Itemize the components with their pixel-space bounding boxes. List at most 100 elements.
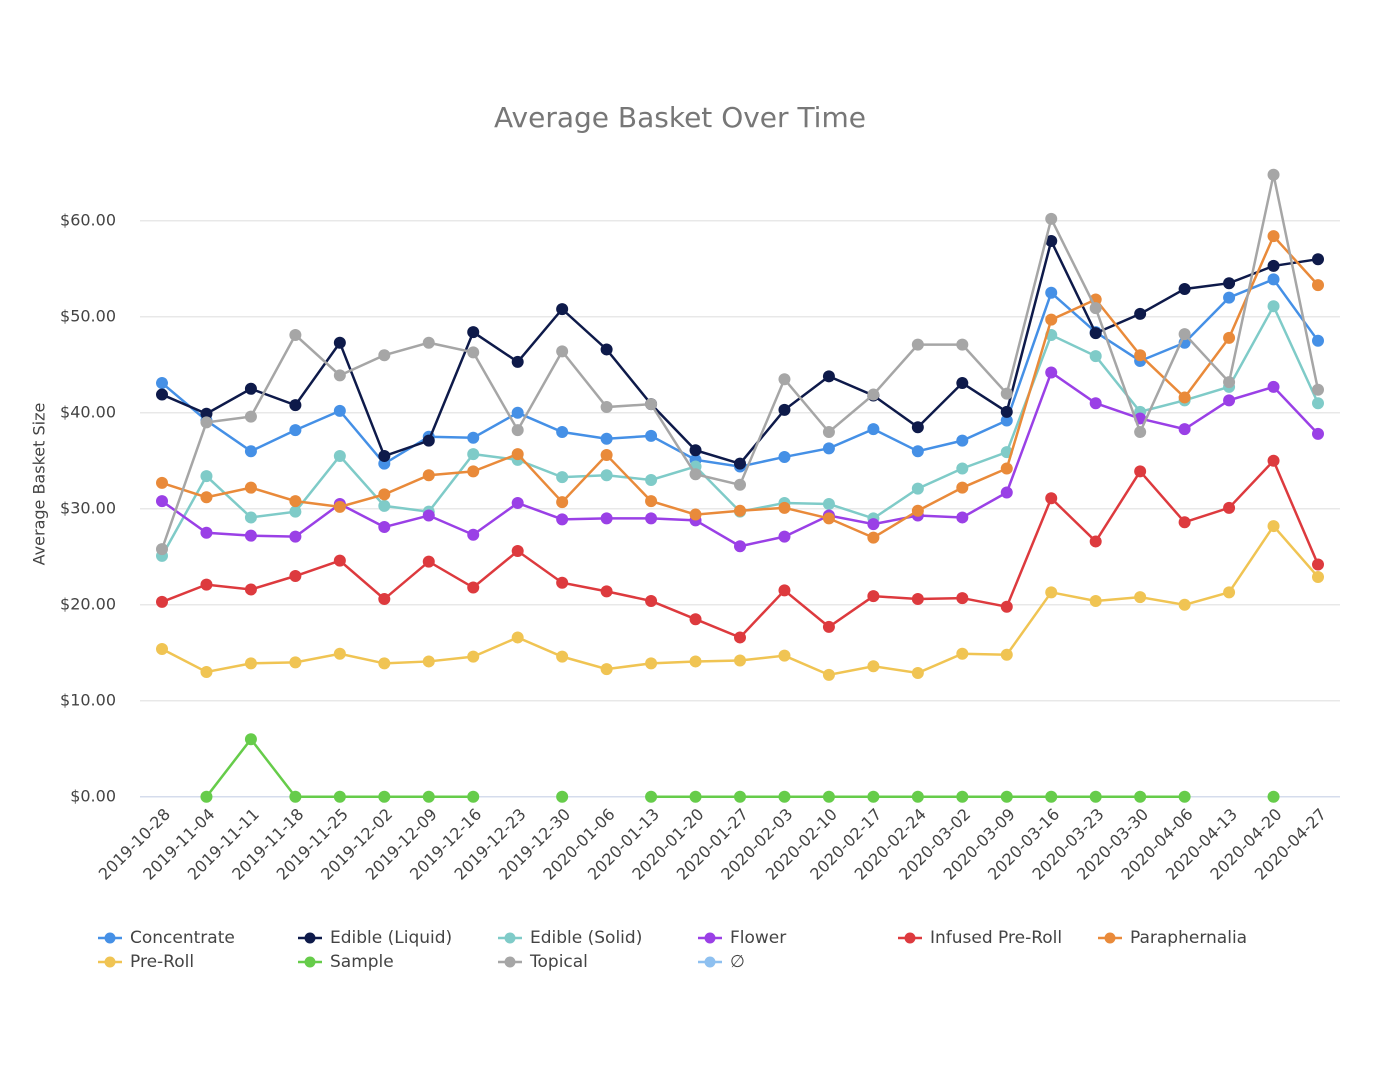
legend-marker (104, 956, 116, 968)
data-point (467, 326, 480, 339)
data-point (822, 442, 835, 455)
data-point (511, 631, 524, 644)
data-point (1000, 648, 1013, 661)
data-point (1223, 376, 1236, 389)
legend-label: ∅ (730, 952, 745, 972)
data-point (911, 790, 924, 803)
data-point (511, 545, 524, 558)
data-point (778, 649, 791, 662)
legend-label: Pre-Roll (130, 952, 194, 972)
data-point (511, 406, 524, 419)
data-point (956, 434, 969, 447)
data-point (156, 388, 168, 401)
data-point (1134, 465, 1147, 478)
data-point (1000, 462, 1013, 475)
data-point (778, 501, 791, 514)
data-point (734, 654, 746, 667)
data-point (289, 530, 302, 543)
data-point (1312, 279, 1324, 292)
data-point (289, 329, 302, 342)
data-point (1089, 397, 1102, 410)
data-point (1178, 328, 1191, 341)
data-point (734, 631, 746, 644)
data-point (1045, 286, 1058, 299)
legend-label: Topical (529, 952, 588, 972)
data-point (778, 584, 791, 597)
data-point (911, 338, 924, 351)
data-point (734, 540, 746, 553)
data-point (956, 647, 969, 660)
data-point (467, 790, 480, 803)
legend-marker (1104, 932, 1116, 944)
data-point (1267, 168, 1280, 181)
data-point (556, 650, 569, 663)
data-point (645, 790, 658, 803)
data-point (911, 421, 924, 434)
data-point (422, 336, 435, 349)
data-point (1134, 426, 1147, 438)
data-point (822, 620, 835, 633)
data-point (956, 592, 969, 605)
data-point (244, 481, 257, 494)
data-point (511, 424, 524, 437)
data-point (244, 733, 257, 746)
data-point (333, 450, 346, 462)
data-point (1000, 405, 1013, 418)
data-point (378, 450, 391, 462)
legend-label: Edible (Solid) (530, 928, 642, 948)
data-point (244, 583, 257, 596)
data-point (956, 481, 969, 494)
data-point (1045, 313, 1058, 326)
data-point (1312, 383, 1324, 396)
legend-label: Concentrate (130, 928, 235, 948)
data-point (911, 482, 924, 495)
data-point (600, 401, 613, 414)
data-point (778, 450, 791, 463)
data-point (689, 613, 702, 626)
data-point (778, 790, 791, 803)
data-point (1134, 790, 1147, 803)
data-point (289, 424, 302, 437)
data-point (289, 790, 302, 803)
data-point (556, 513, 569, 526)
data-point (1000, 387, 1013, 400)
data-point (1000, 600, 1013, 613)
legend-marker (704, 932, 716, 944)
data-point (600, 512, 613, 525)
data-point (778, 373, 791, 386)
data-point (378, 488, 391, 501)
data-point (333, 554, 346, 567)
legend-marker (904, 932, 916, 944)
data-point (333, 369, 346, 382)
data-point (1045, 790, 1058, 803)
data-point (511, 355, 524, 368)
data-point (600, 343, 613, 356)
y-tick-label: $30.00 (60, 498, 116, 517)
data-point (1178, 516, 1191, 529)
data-point (556, 496, 569, 509)
data-point (378, 657, 391, 670)
data-point (1267, 300, 1280, 313)
data-point (1312, 397, 1324, 410)
data-point (289, 505, 302, 518)
data-point (200, 470, 213, 483)
y-tick-label: $40.00 (60, 402, 116, 421)
data-point (689, 444, 702, 457)
data-point (956, 338, 969, 351)
data-point (378, 593, 391, 606)
data-point (822, 370, 835, 383)
data-point (422, 509, 435, 522)
data-point (244, 657, 257, 670)
data-point (689, 655, 702, 668)
y-axis-title: Average Basket Size (30, 403, 49, 566)
data-point (734, 504, 746, 517)
data-point (1267, 520, 1280, 533)
data-point (200, 666, 213, 678)
data-point (600, 663, 613, 676)
data-point (645, 657, 658, 670)
data-point (556, 471, 569, 484)
series-line (161, 233, 1319, 540)
data-point (1089, 350, 1102, 363)
data-point (422, 555, 435, 568)
